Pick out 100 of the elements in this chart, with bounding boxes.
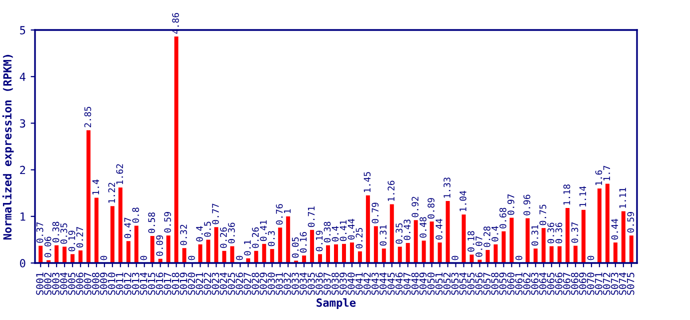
data-label: 0.44 [436,218,442,240]
y-tick-label: 0 [20,259,26,268]
x-tick-label: S015 [148,272,156,295]
bar [86,130,90,263]
bar [126,241,130,263]
bar [390,204,394,263]
bar [382,248,386,263]
x-tick-label: S001 [36,272,44,295]
data-label: 0.19 [316,230,323,252]
x-tick-label: S073 [610,272,618,295]
bar [54,245,59,263]
data-label: 0.35 [60,223,68,244]
data-label: 0.09 [156,235,163,256]
data-label: 1.14 [579,186,586,206]
data-label: 0 [140,256,148,260]
data-label: 1.45 [364,172,371,192]
x-tick-label: S032 [284,272,291,295]
x-tick-label: S028 [252,272,260,295]
data-label: 0.32 [180,224,187,246]
bar [270,249,274,263]
data-label: 0.26 [252,227,259,248]
data-label: 0.38 [52,222,60,242]
data-label: 1.6 [595,170,602,186]
x-tick-label: S052 [443,272,451,295]
x-tick-label: S055 [467,272,475,295]
x-tick-label: S009 [100,272,108,295]
data-label: 0 [515,256,522,260]
data-label: 1.4 [92,180,99,194]
bar [542,228,546,263]
x-tick-label: S025 [228,272,236,295]
x-tick-label: S034 [300,272,307,295]
bar [629,236,634,263]
x-tick-label: S062 [523,272,530,295]
data-label: 0.71 [308,206,315,227]
data-label: 0.4 [332,226,339,242]
bar [366,195,370,263]
x-tick-label: S069 [579,272,586,295]
x-tick-label: S007 [84,272,92,295]
bar [470,254,474,263]
x-tick-label: S022 [204,272,212,295]
y-axis-title: Normalized expression (RPKM) [2,54,14,240]
data-label: 0.77 [212,204,219,224]
data-label: 1.62 [116,164,124,184]
data-label: 0.35 [396,223,403,244]
data-label: 0.96 [523,194,530,216]
data-label: 0.68 [499,208,506,228]
x-tick-label: S047 [403,272,411,295]
data-label: 0.5 [204,222,211,237]
bar [206,240,210,263]
bar [182,248,186,263]
x-tick-label: S030 [268,272,275,295]
x-tick-label: S075 [626,272,634,295]
x-tick-label: S017 [164,272,172,295]
x-tick-label: S005 [68,272,76,295]
data-label: 1.26 [388,180,395,201]
data-label: 0.05 [292,237,299,258]
data-label: 0 [100,256,108,260]
bar [438,242,442,263]
bar [494,244,498,263]
x-tick-label: S012 [124,272,132,295]
data-label: 0.75 [539,204,546,226]
data-label: 0 [188,256,195,260]
x-tick-label: S016 [156,272,164,295]
data-label: 0.92 [412,196,418,218]
data-label: 0.41 [340,220,347,241]
x-tick-label: S035 [308,272,315,295]
data-label: 0.38 [324,222,331,242]
data-label: 0.41 [260,220,267,241]
data-label: 0.07 [476,236,482,257]
bar [446,201,450,263]
bar [334,244,338,263]
data-label: 0.48 [420,217,426,238]
bar [398,246,402,263]
bar [534,248,538,263]
y-tick-label: 5 [20,26,26,34]
data-label: 0 [236,256,243,260]
data-label: 1.11 [619,188,626,208]
x-tick-label: S013 [132,272,140,295]
x-tick-label: S057 [483,272,491,295]
data-label: 0.76 [276,204,283,225]
data-label: 0.18 [468,231,474,252]
bar [358,251,362,263]
x-tick-label: S037 [324,272,331,295]
x-tick-label: S056 [475,272,483,295]
x-tick-label: S049 [419,272,427,295]
data-label: 0.36 [555,222,562,244]
bar [558,246,562,263]
x-tick-label: S068 [571,272,578,295]
y-tick-label: 4 [20,72,26,81]
data-label: 0.28 [484,226,490,248]
bar [350,242,354,263]
bar [550,246,554,263]
x-tick-label: S043 [371,272,379,295]
bar [166,236,170,263]
bar [374,226,378,263]
bar [582,210,586,263]
data-label: 0.06 [44,236,52,258]
data-label: 1.7 [603,166,610,180]
x-tick-label: S024 [220,272,228,295]
x-tick-label: S003 [52,272,60,295]
